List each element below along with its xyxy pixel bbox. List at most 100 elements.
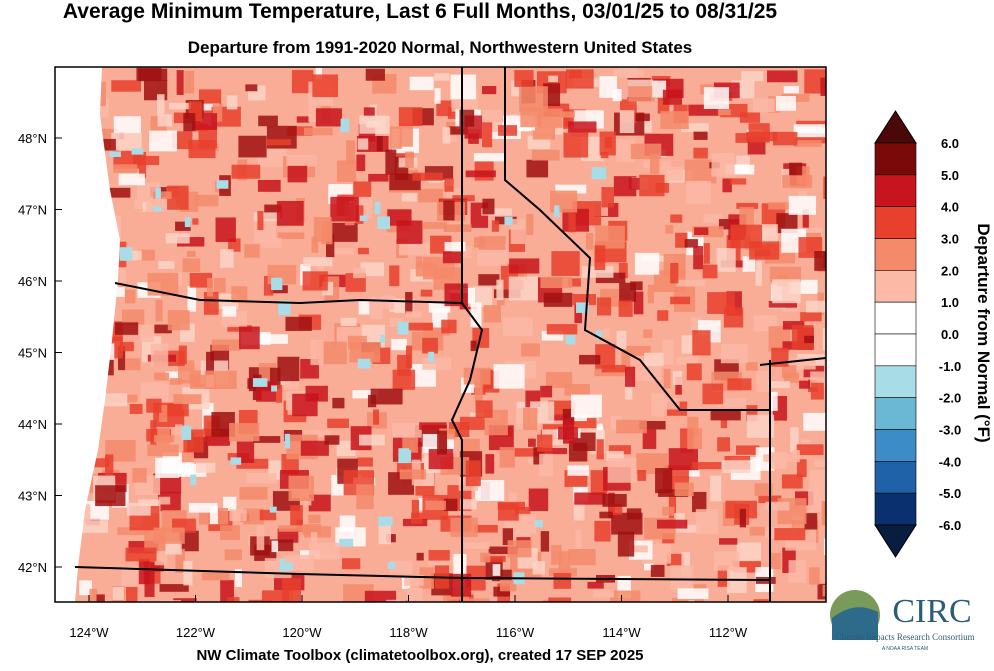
map-patch (822, 584, 826, 597)
map-patch (717, 398, 747, 408)
map-patch (675, 232, 688, 248)
map-patch (349, 342, 381, 363)
map-patch (602, 493, 627, 507)
map-patch (181, 425, 192, 440)
map-patch (675, 279, 706, 287)
map-patch (695, 509, 719, 535)
map-patch (672, 597, 704, 602)
map-patch (782, 174, 813, 189)
map-patch (502, 317, 533, 336)
map-patch (282, 578, 301, 602)
map-patch (177, 237, 205, 247)
map-patch (441, 319, 457, 334)
map-patch (713, 551, 740, 571)
map-patch (316, 261, 325, 275)
map-patch (799, 380, 813, 389)
map-patch (104, 454, 114, 476)
map-patch (768, 202, 791, 210)
lat-label: 43°N (18, 489, 47, 504)
map-patch (770, 391, 778, 411)
map-patch (670, 565, 694, 590)
map-patch (527, 438, 536, 447)
map-patch (504, 216, 513, 225)
map-patch (755, 260, 762, 286)
map-patch (157, 427, 171, 445)
map-patch (140, 382, 169, 403)
map-patch (694, 227, 709, 236)
map-patch (571, 394, 602, 418)
map-patch (749, 526, 765, 536)
map-patch (470, 302, 482, 327)
map-patch (284, 433, 291, 449)
map-patch (639, 174, 665, 197)
map-patch (263, 275, 274, 296)
map-patch (551, 251, 580, 276)
map-patch (790, 427, 799, 453)
map-patch (229, 423, 260, 442)
map-patch (601, 187, 614, 208)
map-patch (79, 580, 92, 596)
map-patch (693, 246, 704, 270)
map-patch (169, 102, 191, 110)
map-patch (710, 409, 741, 421)
map-patch (808, 489, 822, 512)
map-patch (595, 225, 625, 249)
map-patch (377, 216, 390, 230)
map-patch (574, 414, 587, 422)
map-patch (665, 224, 674, 234)
map-patch (443, 498, 458, 512)
map-patch (488, 546, 519, 555)
map-patch (425, 500, 446, 510)
map-patch (581, 414, 600, 422)
map-patch (711, 153, 735, 177)
map-patch (658, 489, 689, 497)
map-patch (258, 115, 278, 127)
map-patch (165, 371, 190, 380)
map-patch (386, 534, 396, 543)
map-patch (717, 437, 730, 452)
map-patch (692, 462, 722, 470)
map-patch (93, 138, 116, 151)
map-patch (548, 75, 559, 82)
map-patch (675, 376, 682, 395)
map-patch (428, 302, 451, 313)
map-patch (652, 80, 667, 98)
map-patch (693, 131, 708, 140)
map-patch (340, 317, 357, 327)
map-patch (619, 282, 637, 302)
map-patch (594, 520, 611, 542)
map-patch (173, 394, 202, 405)
map-patch (568, 121, 597, 133)
map-patch (613, 69, 644, 77)
map-patch (211, 339, 241, 351)
map-patch (300, 440, 329, 456)
map-patch (287, 126, 313, 136)
map-patch (735, 445, 760, 455)
map-patch (765, 501, 790, 511)
map-patch (147, 272, 179, 296)
map-patch (153, 473, 182, 494)
map-patch (336, 160, 357, 183)
map-patch (492, 564, 501, 576)
map-patch (220, 249, 234, 268)
map-patch (352, 390, 379, 399)
map-patch (473, 237, 485, 248)
map-patch (257, 179, 281, 192)
map-patch (277, 356, 300, 382)
map-patch (539, 453, 553, 477)
map-patch (568, 278, 581, 287)
map-patch (332, 397, 345, 409)
map-patch (443, 224, 472, 233)
map-patch (339, 538, 354, 547)
map-patch (157, 114, 173, 127)
map-patch (703, 214, 722, 223)
map-patch (327, 418, 349, 428)
map-patch (271, 277, 283, 291)
map-patch (231, 164, 261, 179)
map-patch (739, 206, 754, 225)
map-patch (364, 590, 397, 602)
map-patch (480, 552, 491, 563)
map-patch (434, 88, 441, 104)
map-patch (401, 193, 417, 202)
